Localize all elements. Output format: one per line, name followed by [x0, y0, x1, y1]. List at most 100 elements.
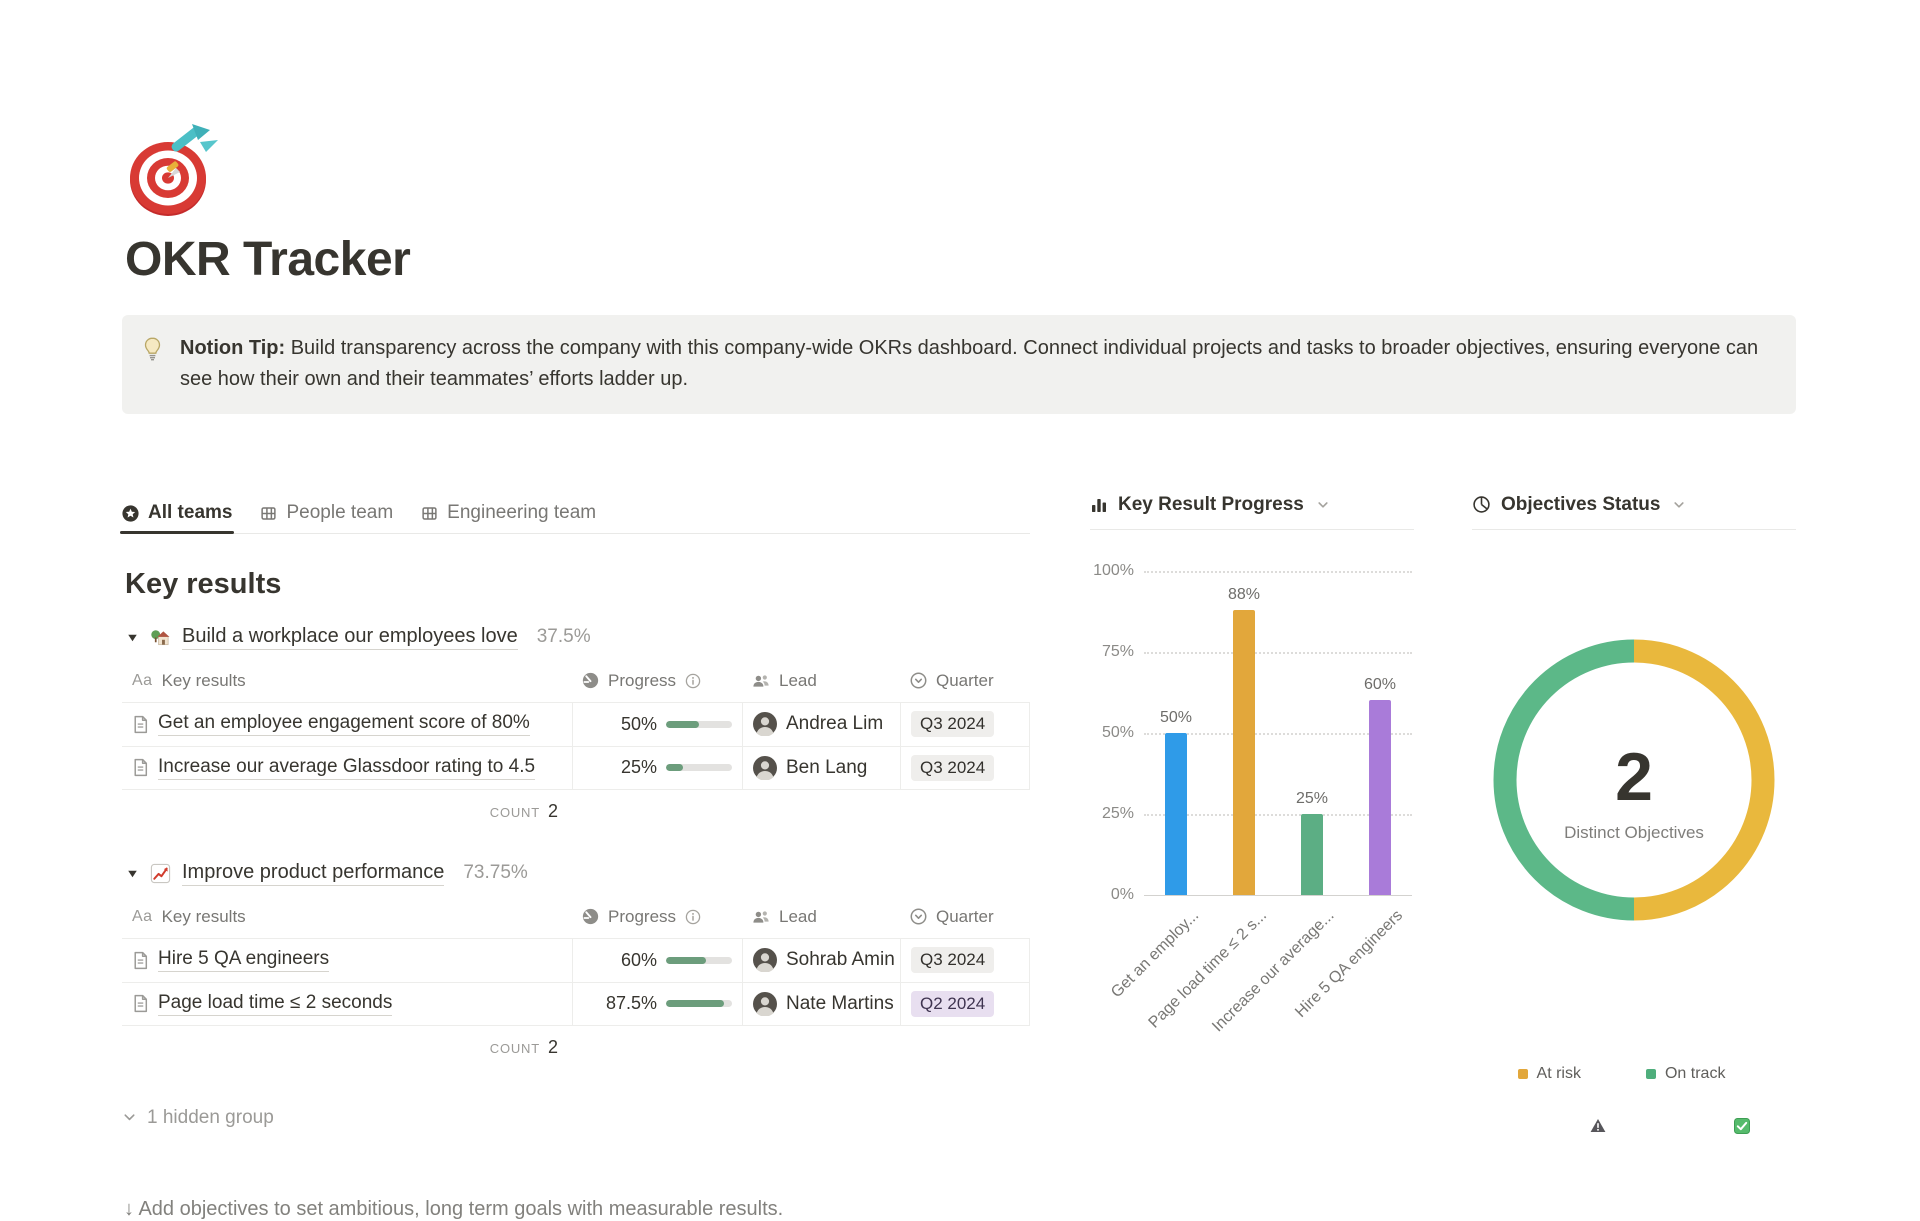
- lead-name: Ben Lang: [786, 756, 868, 778]
- bar-slot-hire-5-qa-engineers: 60%: [1346, 571, 1414, 895]
- key-results-column: All teams People team Engineering team Key…: [119, 494, 1030, 1129]
- info-icon[interactable]: [685, 673, 701, 689]
- tab-label: Engineering team: [447, 502, 597, 524]
- donut-slice-on-track[interactable]: [1493, 639, 1635, 921]
- text-icon: Aa: [132, 671, 153, 689]
- progress-bar-fill: [666, 764, 683, 772]
- cell-progress[interactable]: 87.5%: [572, 982, 742, 1025]
- gridline: [1144, 732, 1412, 735]
- gridline: [1144, 813, 1412, 816]
- count-row[interactable]: COUNT 2: [122, 1026, 572, 1067]
- bar[interactable]: [1233, 609, 1255, 895]
- pie-chart-icon: [1473, 496, 1490, 513]
- column-header-lead[interactable]: Lead: [742, 896, 900, 938]
- notion-tip-callout: Notion Tip: Build transparency across th…: [122, 315, 1796, 414]
- cell-lead[interactable]: Andrea Lim: [742, 702, 900, 746]
- cell-key-result[interactable]: Hire 5 QA engineers: [122, 939, 572, 982]
- column-header-name[interactable]: Aa Key results: [122, 660, 572, 702]
- column-header-progress-label: Progress: [608, 670, 677, 690]
- cell-lead[interactable]: Sohrab Amin: [742, 938, 900, 982]
- donut-center-label: Distinct Objectives: [1564, 823, 1704, 842]
- group-progress-percent: 73.75%: [463, 862, 528, 884]
- avatar: [753, 991, 777, 1016]
- tab-label: People team: [286, 502, 394, 524]
- people-icon: [752, 673, 770, 689]
- bar-chart-icon: [1092, 498, 1106, 512]
- column-header-quarter[interactable]: Quarter: [900, 660, 1030, 702]
- quarter-badge: Q2 2024: [911, 990, 995, 1017]
- donut-chart[interactable]: 2 Distinct Objectives: [1488, 634, 1780, 926]
- cell-progress[interactable]: 60%: [572, 938, 742, 982]
- page-title[interactable]: OKR Tracker: [125, 233, 411, 286]
- text-icon: Aa: [132, 907, 153, 925]
- star-circle-icon: [122, 505, 139, 522]
- bar[interactable]: [1301, 813, 1323, 895]
- x-tick-label: Increase our average...: [1209, 906, 1339, 1036]
- tab-engineering-team[interactable]: Engineering team: [421, 494, 596, 533]
- cell-lead[interactable]: Ben Lang: [742, 746, 900, 789]
- table-row: Increase our average Glassdoor rating to…: [122, 745, 1030, 790]
- bar[interactable]: [1165, 732, 1187, 895]
- toggle-open-icon[interactable]: [126, 631, 139, 644]
- tab-people-team[interactable]: People team: [260, 494, 393, 533]
- toggle-open-icon[interactable]: [126, 867, 139, 880]
- donut-slice-at-risk[interactable]: [1633, 639, 1775, 921]
- cell-key-result[interactable]: Get an employee engagement score of 80%: [122, 703, 572, 746]
- group-title-link[interactable]: Build a workplace our employees love: [182, 625, 518, 650]
- cell-progress[interactable]: 50%: [572, 702, 742, 746]
- column-header-lead-label: Lead: [779, 670, 817, 690]
- bar-value-label: 60%: [1363, 676, 1397, 694]
- column-header-name-label: Key results: [161, 906, 246, 926]
- key-result-link[interactable]: Hire 5 QA engineers: [158, 948, 330, 973]
- info-icon[interactable]: [685, 909, 701, 925]
- group-title-link[interactable]: Improve product performance: [182, 861, 445, 886]
- donut-slices: [1493, 639, 1775, 921]
- quarter-badge: Q3 2024: [911, 711, 995, 738]
- gridline: [1144, 651, 1412, 654]
- cell-key-result[interactable]: Increase our average Glassdoor rating to…: [122, 747, 572, 789]
- column-header-progress[interactable]: Progress: [572, 896, 742, 938]
- page-icon-target-dart[interactable]: [122, 118, 222, 222]
- legend-swatch: [1645, 1068, 1656, 1079]
- donut-chart-header[interactable]: Objectives Status: [1472, 494, 1796, 530]
- cell-progress[interactable]: 25%: [572, 746, 742, 789]
- hidden-group-label: 1 hidden group: [147, 1106, 274, 1128]
- chart-increasing-emoji: [150, 863, 171, 884]
- cell-quarter[interactable]: Q2 2024: [900, 982, 1030, 1025]
- column-header-progress[interactable]: Progress: [572, 660, 742, 702]
- bar-value-label: 50%: [1159, 708, 1193, 726]
- column-header-name[interactable]: Aa Key results: [122, 896, 572, 938]
- bar-chart-header[interactable]: Key Result Progress: [1090, 494, 1414, 530]
- legend-item-on-track[interactable]: On track: [1645, 1014, 1751, 1134]
- key-result-link[interactable]: Increase our average Glassdoor rating to…: [158, 756, 536, 780]
- cell-key-result[interactable]: Page load time ≤ 2 seconds: [122, 983, 572, 1025]
- cell-quarter[interactable]: Q3 2024: [900, 702, 1030, 746]
- bar[interactable]: [1369, 700, 1391, 895]
- hidden-group-toggle[interactable]: 1 hidden group: [122, 1107, 1030, 1129]
- count-label: COUNT: [489, 1040, 540, 1056]
- key-result-link[interactable]: Get an employee engagement score of 80%: [158, 712, 530, 737]
- progress-value: 87.5%: [605, 993, 657, 1014]
- cell-quarter[interactable]: Q3 2024: [900, 938, 1030, 982]
- groups: Build a workplace our employees love 37.5…: [122, 625, 1030, 1067]
- tab-all-teams[interactable]: All teams: [119, 494, 235, 534]
- donut-wrap: 2 Distinct Objectives At risk On track: [1472, 530, 1796, 1134]
- count-row[interactable]: COUNT 2: [122, 790, 572, 831]
- key-result-link[interactable]: Page load time ≤ 2 seconds: [158, 992, 393, 1016]
- y-tick-label: 75%: [1101, 642, 1134, 660]
- column-header-lead[interactable]: Lead: [742, 660, 900, 702]
- avatar: [753, 948, 777, 973]
- progress-bar-fill: [666, 720, 699, 728]
- cell-quarter[interactable]: Q3 2024: [900, 746, 1030, 789]
- lead-name: Andrea Lim: [786, 713, 884, 735]
- count-label: COUNT: [489, 804, 540, 820]
- column-header-quarter[interactable]: Quarter: [900, 896, 1030, 938]
- group-header-row: Build a workplace our employees love 37.5…: [126, 625, 1030, 650]
- light-bulb-icon: [140, 336, 165, 396]
- legend-item-at-risk[interactable]: At risk: [1517, 1014, 1606, 1133]
- bar-chart-title: Key Result Progress: [1118, 493, 1304, 515]
- column-header-quarter-label: Quarter: [936, 906, 994, 926]
- legend-label: At risk: [1536, 1064, 1581, 1082]
- cell-lead[interactable]: Nate Martins: [742, 982, 900, 1025]
